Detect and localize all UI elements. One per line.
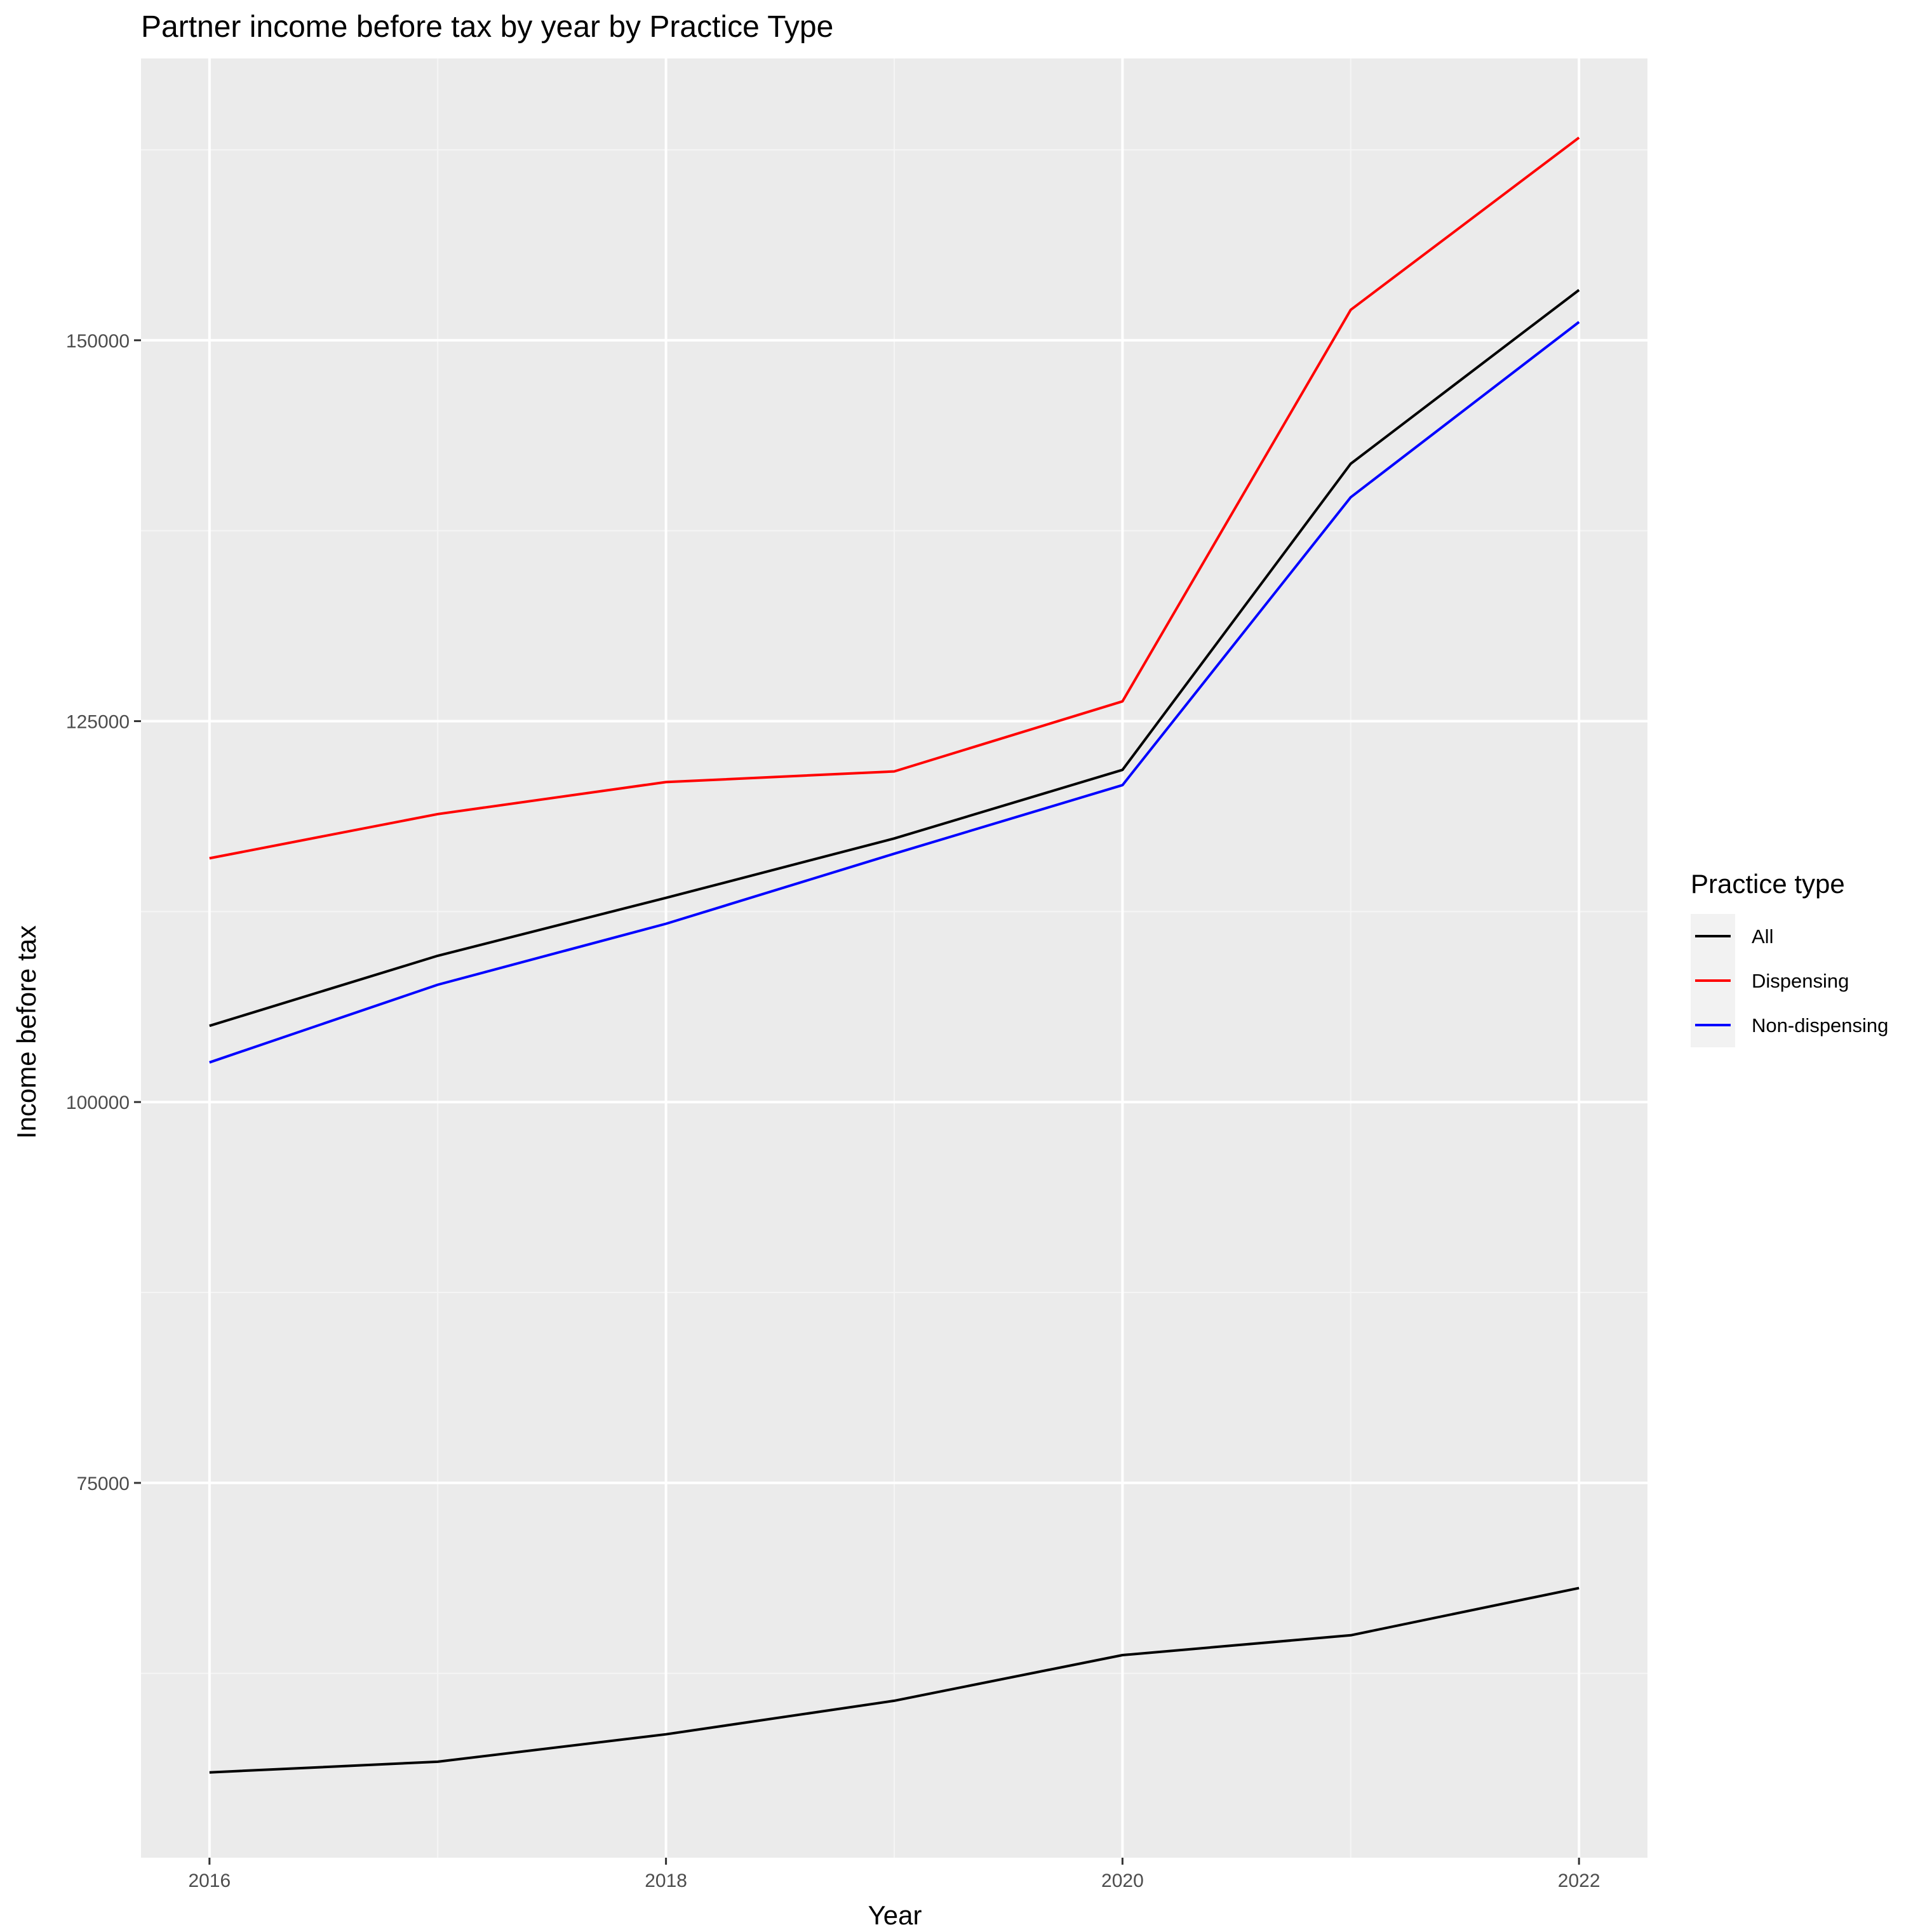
chart-title: Partner income before tax by year by Pra…	[141, 10, 833, 44]
legend-title: Practice type	[1691, 869, 1845, 899]
y-tick-label: 75000	[77, 1473, 130, 1494]
y-tick-label: 100000	[66, 1092, 130, 1113]
series-line-non-dispensing	[209, 321, 1580, 1064]
axes-layer: 75000 100000 125000 150000 2016 2018 2020 2022	[66, 331, 1600, 1891]
series-line-unlabelled-3	[209, 1587, 1580, 1774]
series-layer	[209, 137, 1580, 1774]
series-line-dispensing	[209, 137, 1580, 860]
x-tick-label: 2016	[188, 1870, 231, 1891]
legend-label: Non-dispensing	[1752, 1014, 1888, 1036]
plot-panel	[141, 58, 1647, 1858]
x-tick-label: 2022	[1558, 1870, 1600, 1891]
legend-label: All	[1752, 925, 1773, 948]
y-axis-title: Income before tax	[11, 925, 41, 1139]
x-axis-title: Year	[868, 1900, 922, 1930]
legend-label: Dispensing	[1752, 970, 1849, 992]
x-tick-label: 2020	[1101, 1870, 1144, 1891]
y-tick-label: 125000	[66, 711, 130, 732]
series-line-all	[209, 289, 1580, 1028]
x-tick-label: 2018	[645, 1870, 687, 1891]
legend: Practice type All Dispensing Non-dispensin…	[1691, 869, 1888, 1047]
y-tick-label: 150000	[66, 331, 130, 352]
